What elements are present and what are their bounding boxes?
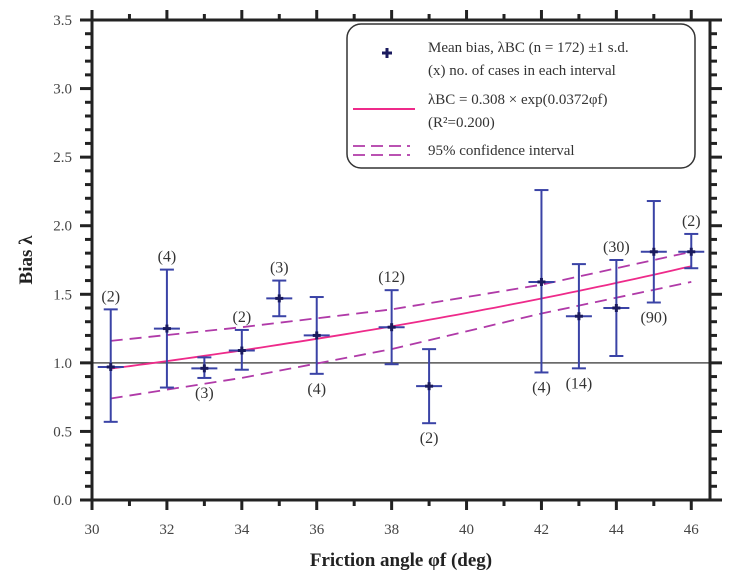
count-label: (2) (682, 213, 701, 230)
ci-upper-line (110, 250, 692, 342)
data-point: (4) (153, 249, 180, 389)
y-axis-title: Bias λ (16, 235, 37, 285)
x-tick-label: 36 (309, 522, 325, 538)
count-label: (2) (232, 309, 251, 326)
x-tick-label: 42 (534, 522, 549, 538)
plot-data: (2) (4) (3) (2) (3) (4) (12) (2) (4) (14) (30) (90)… (92, 189, 710, 447)
y-tick-label: 3.0 (53, 82, 72, 98)
y-tick-label: 0.5 (53, 424, 72, 440)
count-label: (2) (420, 430, 439, 447)
x-tick-label: 38 (384, 522, 399, 538)
x-axis-title: Friction angle φf (deg) (310, 550, 492, 571)
data-point: (4) (528, 189, 555, 396)
legend: Mean bias, λBC (n = 172) ±1 s.d. (x) no.… (346, 23, 696, 169)
legend-r2: (R²=0.200) (428, 115, 495, 131)
count-label: (90) (640, 310, 667, 327)
axis-ticks: 30 32 34 36 38 40 42 44 46 0.0 0.5 1.0 1.5 2.0 2.5 3.0 3… (53, 10, 722, 538)
data-point: (2) (416, 348, 443, 447)
x-tick-label: 32 (159, 522, 174, 538)
y-tick-label: 3.5 (53, 13, 72, 29)
data-point: (2) (228, 309, 255, 371)
legend-mean: Mean bias, λBC (n = 172) ±1 s.d. (428, 40, 629, 56)
data-point: (3) (266, 260, 293, 318)
y-tick-label: 0.0 (53, 493, 72, 509)
y-tick-label: 2.0 (53, 219, 72, 235)
legend-ci: 95% confidence interval (428, 143, 575, 159)
y-tick-label: 1.5 (53, 287, 72, 303)
x-tick-label: 46 (684, 522, 700, 538)
ci-lower-line (110, 281, 692, 400)
legend-counts: (x) no. of cases in each interval (428, 63, 616, 79)
count-label: (4) (532, 379, 551, 396)
data-point: (90) (640, 200, 667, 327)
x-tick-label: 30 (85, 522, 100, 538)
count-label: (2) (101, 288, 120, 305)
x-tick-label: 40 (459, 522, 474, 538)
count-label: (12) (378, 269, 405, 286)
x-tick-label: 44 (609, 522, 625, 538)
count-label: (4) (158, 249, 177, 266)
y-tick-label: 1.0 (53, 356, 72, 372)
count-label: (3) (195, 385, 214, 402)
y-tick-label: 2.5 (53, 150, 72, 166)
legend-fit: λBC = 0.308 × exp(0.0372φf) (428, 92, 608, 108)
legend-box (346, 23, 696, 169)
data-point: (30) (603, 239, 630, 357)
legend-marker-mean-icon (382, 48, 392, 58)
data-point: (2) (97, 288, 124, 423)
fit-curve (110, 265, 692, 370)
data-point: (4) (303, 296, 330, 398)
count-label: (14) (566, 375, 593, 392)
data-point: (2) (678, 213, 705, 270)
count-label: (4) (307, 381, 326, 398)
plot-frame (90, 18, 712, 502)
count-label: (30) (603, 239, 630, 256)
data-point: (12) (378, 269, 405, 366)
data-point: (14) (566, 263, 593, 392)
x-tick-label: 34 (234, 522, 250, 538)
data-point: (3) (191, 356, 218, 402)
count-label: (3) (270, 260, 289, 277)
